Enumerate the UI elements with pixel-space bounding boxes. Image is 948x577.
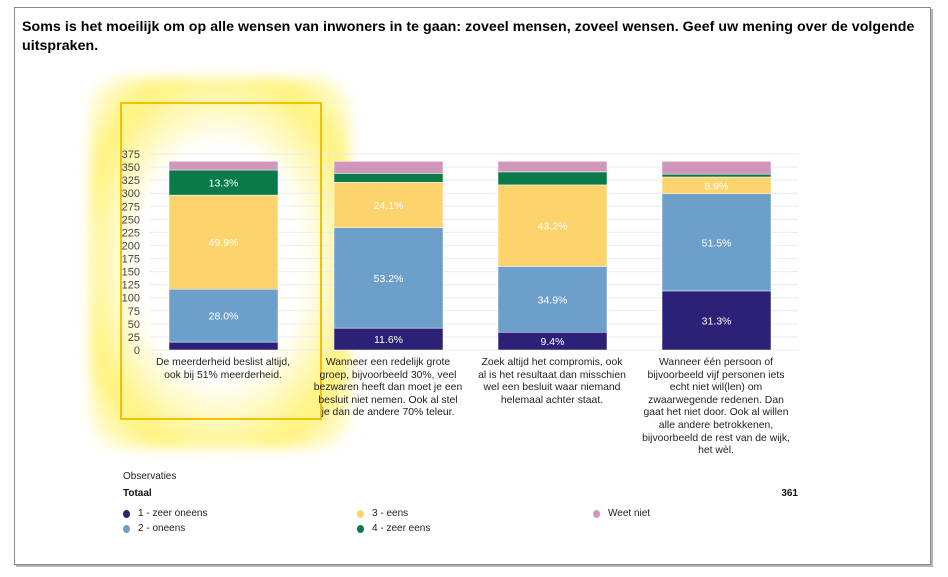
data-label: 34.9%	[538, 294, 568, 306]
y-tick-label: 375	[122, 149, 140, 161]
bar-segment-3-eens[interactable]	[497, 184, 608, 267]
category-label: Zoek altijd het compromis, ook al is het…	[478, 357, 626, 406]
category-label: Wanneer een redelijk grote groep, bijvoo…	[313, 357, 463, 419]
bar-segment-2-oneens[interactable]	[168, 288, 279, 343]
data-label: 8.9%	[705, 180, 729, 192]
bar-segment-4-zeer-eens[interactable]	[661, 173, 772, 178]
totaal-label: Totaal	[123, 488, 152, 499]
legend-dot-icon	[593, 509, 600, 518]
legend-item[interactable]: 4 - zeer eens	[357, 523, 430, 534]
y-tick-label: 325	[122, 175, 140, 187]
legend-label: Weet niet	[608, 508, 651, 519]
observaties-label: Observaties	[123, 471, 177, 482]
data-label: 9.4%	[541, 336, 565, 348]
highlight-box	[120, 102, 322, 420]
y-tick-label: 75	[128, 306, 140, 318]
data-label: 51.5%	[702, 237, 732, 249]
data-label: 11.6%	[374, 334, 403, 346]
bar-segment-weet-niet[interactable]	[497, 161, 608, 173]
bar-segment-3-eens[interactable]	[333, 182, 444, 228]
y-tick-label: 200	[122, 240, 140, 252]
bar-segment-2-oneens[interactable]	[661, 193, 772, 292]
bar-segment-4-zeer-eens[interactable]	[497, 171, 608, 186]
y-tick-label: 0	[134, 345, 140, 357]
category-label: De meerderheid beslist altijd, ook bij 5…	[156, 357, 290, 381]
data-label: 53.2%	[374, 273, 404, 285]
y-tick-label: 175	[122, 254, 140, 266]
legend-label: 3 - eens	[372, 508, 409, 519]
y-tick-label: 25	[128, 332, 140, 344]
data-label: 43.2%	[538, 221, 568, 233]
bar-segment-4-zeer-eens[interactable]	[333, 173, 444, 183]
bar-segment-weet-niet[interactable]	[333, 161, 444, 174]
data-label: 28.0%	[209, 311, 239, 323]
bar-segment-weet-niet[interactable]	[661, 161, 772, 175]
legend-dot-icon	[123, 524, 130, 533]
bar-segment-2-oneens[interactable]	[333, 227, 444, 329]
bar-segment-4-zeer-eens[interactable]	[168, 169, 279, 196]
legend-item[interactable]: Weet niet	[593, 508, 650, 519]
y-tick-label: 250	[122, 214, 140, 226]
legend-label: 4 - zeer eens	[372, 523, 431, 534]
legend-dot-icon	[357, 524, 364, 533]
data-label: 13.3%	[209, 178, 239, 190]
page-title: Soms is het moeilijk om op alle wensen v…	[22, 19, 915, 54]
bar-segment-3-eens[interactable]	[168, 194, 279, 290]
data-label: 31.3%	[702, 315, 732, 327]
y-tick-label: 225	[122, 227, 140, 239]
totaal-value: 361	[781, 488, 798, 499]
legend-dot-icon	[357, 509, 364, 518]
data-label: 24.1%	[374, 200, 404, 212]
data-label: 49.9%	[209, 237, 239, 249]
legend-label: 1 - zeer oneens	[138, 508, 208, 519]
y-tick-label: 300	[122, 188, 140, 200]
y-tick-label: 275	[122, 201, 140, 213]
bar-segment-1-zeer-oneens[interactable]	[661, 290, 772, 351]
legend-item[interactable]: 3 - eens	[357, 508, 408, 519]
legend-item[interactable]: 2 - oneens	[123, 523, 185, 534]
y-tick-label: 150	[122, 267, 140, 279]
legend-dot-icon	[123, 509, 130, 518]
y-tick-label: 50	[128, 319, 140, 331]
y-tick-label: 125	[122, 280, 140, 292]
legend-item[interactable]: 1 - zeer oneens	[123, 508, 208, 519]
y-tick-label: 100	[122, 293, 140, 305]
bar-segment-weet-niet[interactable]	[168, 161, 279, 171]
legend-label: 2 - oneens	[138, 523, 186, 534]
y-tick-label: 350	[122, 162, 140, 174]
category-label: Wanneer één persoon of bijvoorbeeld vijf…	[642, 357, 790, 457]
